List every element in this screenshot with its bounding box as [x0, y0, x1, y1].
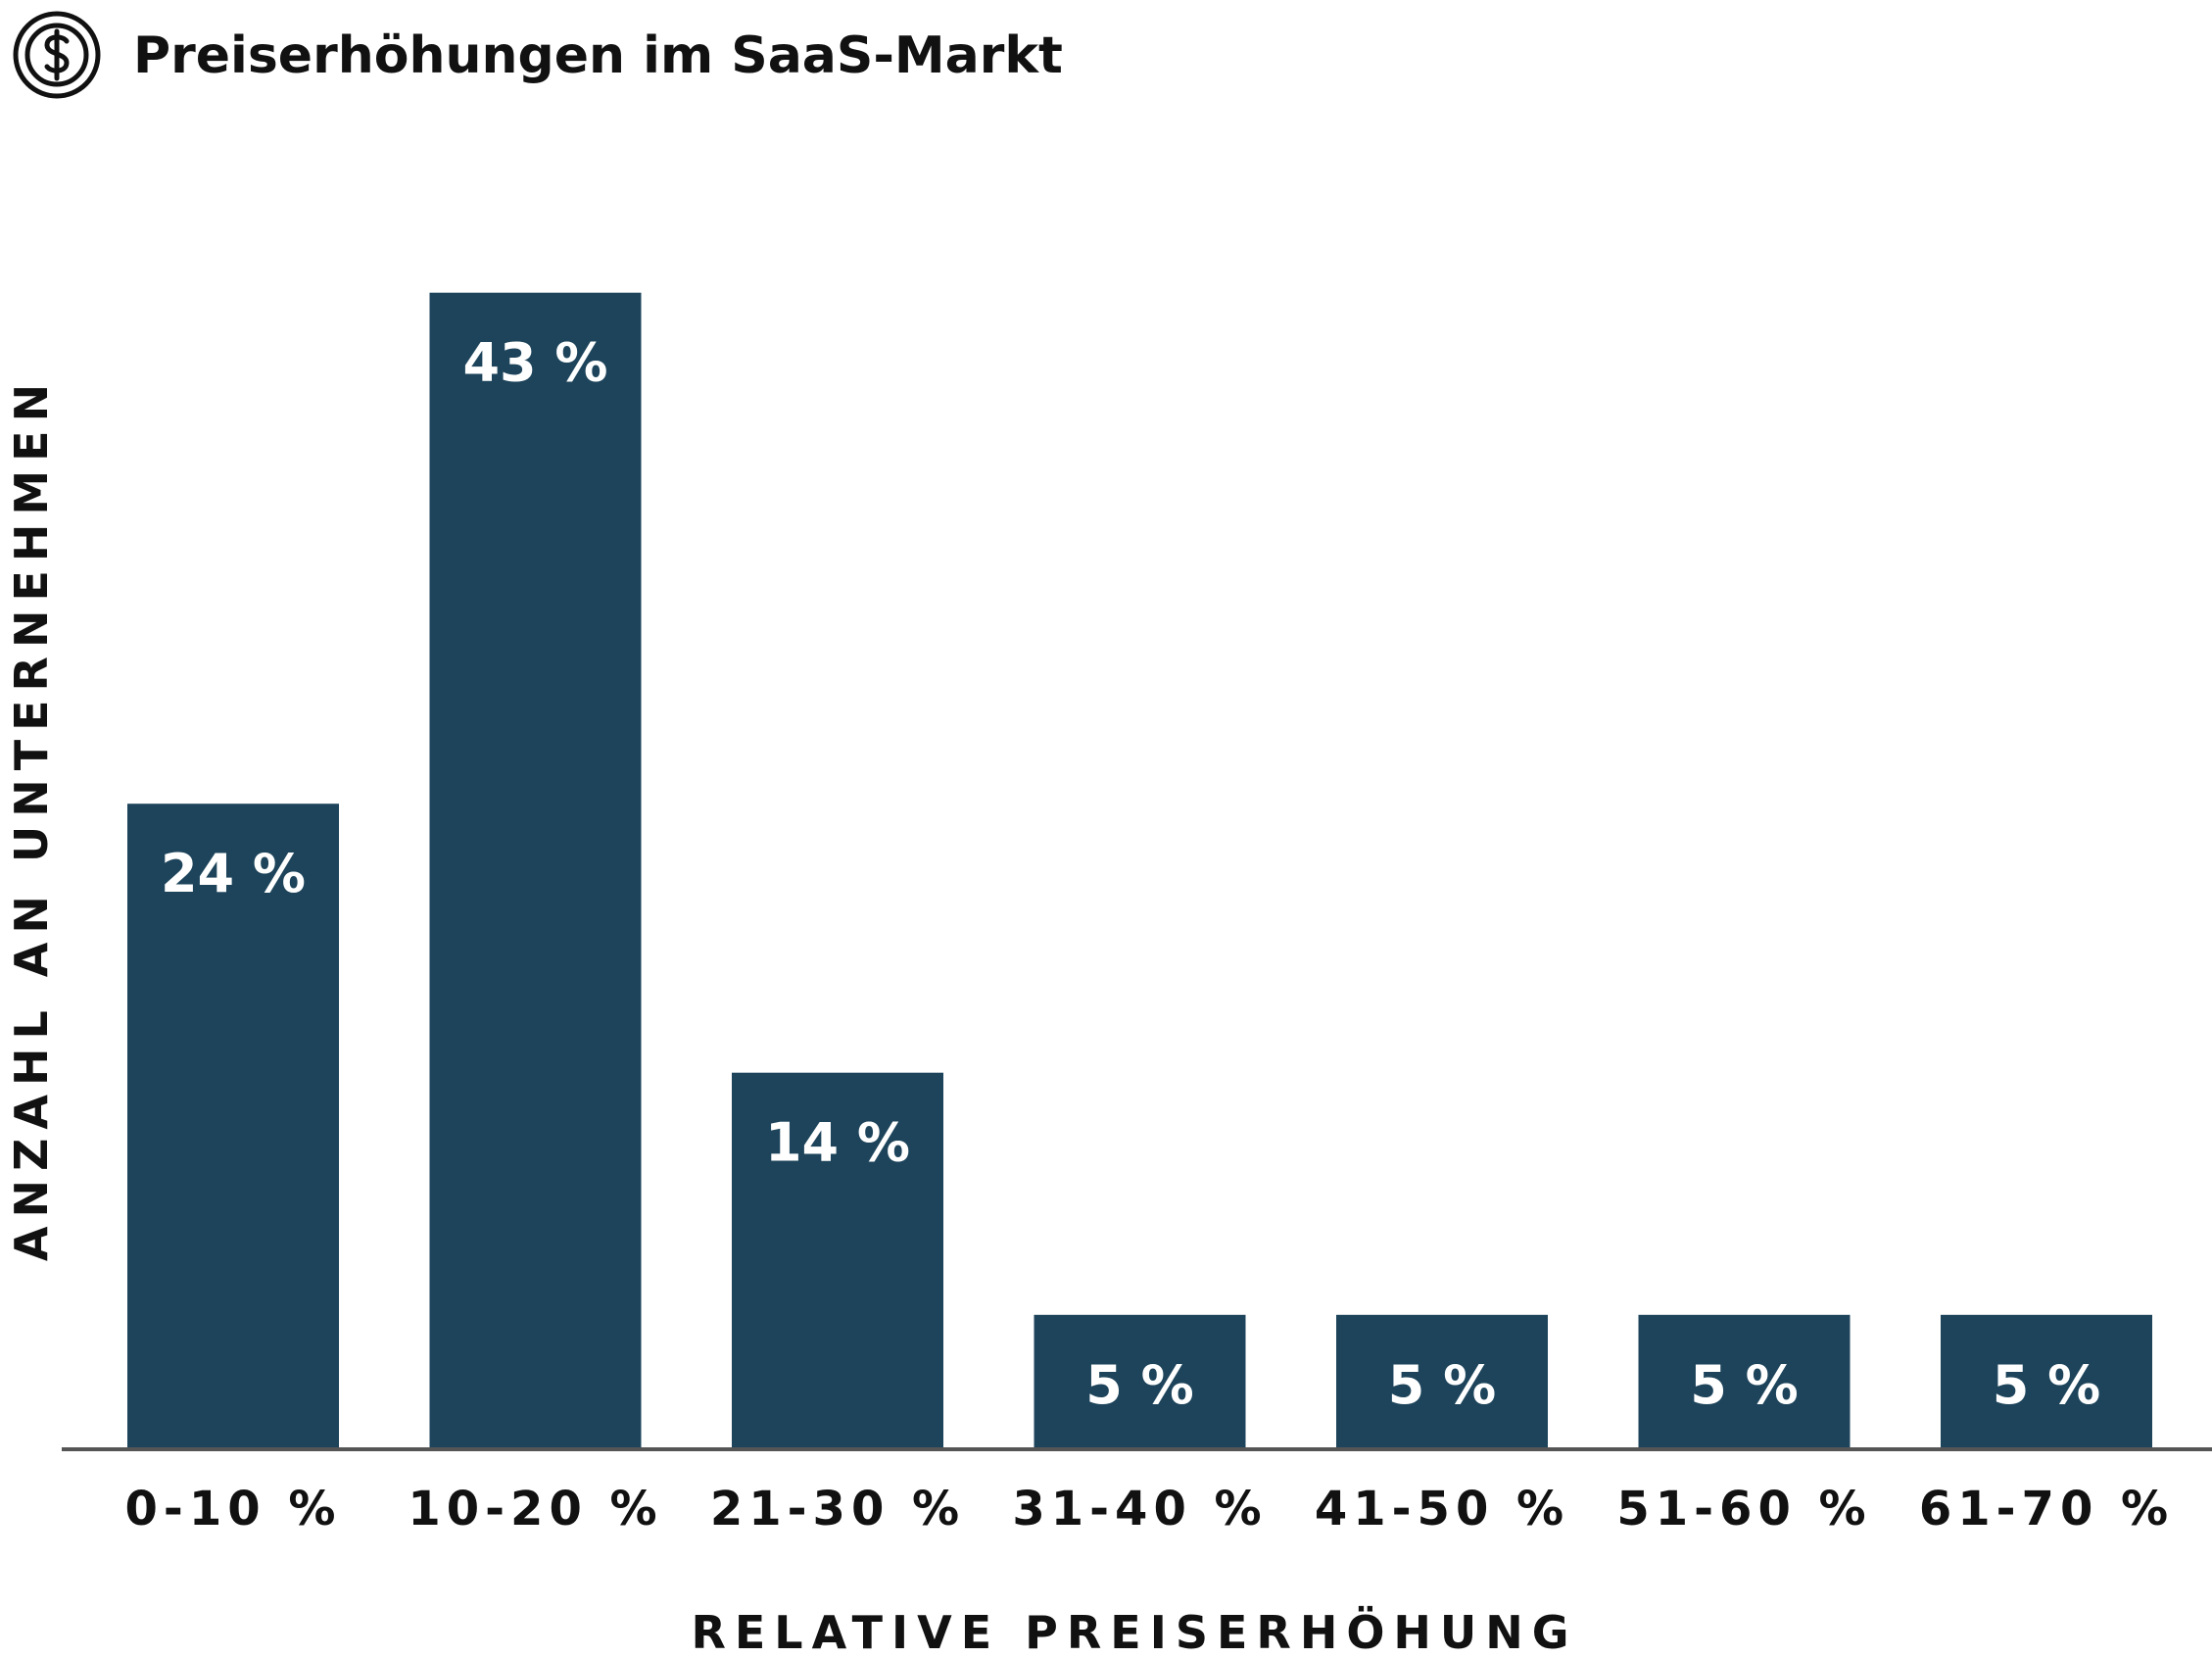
- bar-value-label: 5 %: [1690, 1354, 1798, 1416]
- x-tick-label: 21-30 %: [710, 1482, 965, 1536]
- bars-group: [127, 292, 2152, 1450]
- bar-value-label: 14 %: [765, 1112, 910, 1174]
- bar-21-30: [732, 1072, 943, 1449]
- bar-51-60: [1638, 1314, 1851, 1450]
- y-axis-title: ANZAHL AN UNTERNEHMEN: [5, 375, 58, 1261]
- bar-31-40: [1034, 1314, 1246, 1450]
- x-axis-title: RELATIVE PREISERHÖHUNG: [691, 1606, 1577, 1658]
- bar-0-10: [127, 804, 339, 1449]
- x-tick-label: 31-40 %: [1012, 1482, 1267, 1536]
- bar-value-label: 5 %: [1993, 1354, 2100, 1416]
- bar-value-label: 43 %: [462, 332, 607, 394]
- bar-value-label: 5 %: [1085, 1354, 1193, 1416]
- bar-value-label: 24 %: [161, 843, 306, 904]
- x-tick-label: 10-20 %: [408, 1482, 662, 1536]
- value-labels-group: 24 % 43 % 14 % 5 % 5 % 5 % 5 %: [161, 332, 2100, 1416]
- x-tick-labels-group: 0-10 % 10-20 % 21-30 % 31-40 % 41-50 % 51-60 …: [125, 1482, 2174, 1536]
- bar-value-label: 5 %: [1388, 1354, 1496, 1416]
- x-tick-label: 51-60 %: [1616, 1482, 1871, 1536]
- bar-61-70: [1941, 1314, 2152, 1450]
- dollar-circle-icon: [13, 11, 101, 99]
- bar-10-20: [429, 292, 642, 1450]
- chart-title: Preiserhöhungen im SaaS-Markt: [133, 26, 1063, 85]
- x-tick-label: 41-50 %: [1315, 1482, 1569, 1536]
- x-tick-label: 0-10 %: [125, 1482, 342, 1536]
- x-tick-label: 61-70 %: [1919, 1482, 2174, 1536]
- bar-41-50: [1336, 1314, 1548, 1450]
